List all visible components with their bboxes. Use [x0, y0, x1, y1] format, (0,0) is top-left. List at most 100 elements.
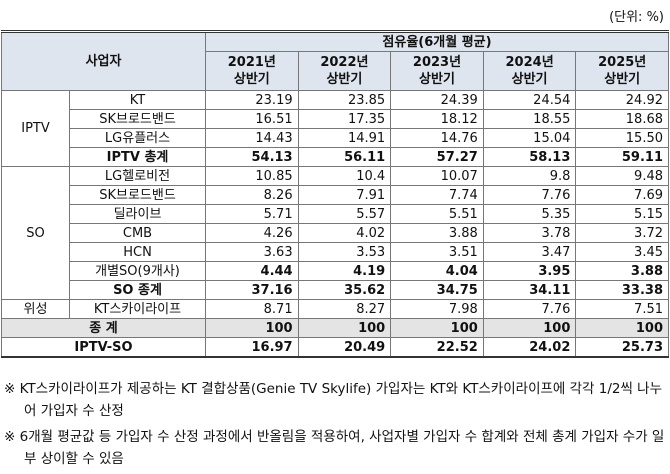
cell-value: 5.35 — [482, 204, 577, 224]
cell-value: 3.72 — [575, 223, 669, 243]
row-label: 딜라이브 — [68, 204, 207, 224]
table-row: LG유플러스 14.43 14.91 14.76 15.04 15.50 — [2, 128, 669, 148]
row-label: SK브로드밴드 — [68, 185, 207, 205]
cell-value: 9.48 — [575, 166, 669, 186]
cell-value: 37.16 — [205, 280, 299, 300]
cell-value: 5.15 — [575, 204, 669, 224]
cell-value: 7.74 — [390, 185, 484, 205]
cell-value: 8.71 — [205, 299, 299, 319]
cell-value: 33.38 — [575, 280, 669, 300]
total-row: IPTV-SO 16.97 20.49 22.52 24.02 25.73 — [0, 337, 669, 358]
cell-value: 7.76 — [482, 185, 577, 205]
cell-value: 20.49 — [297, 337, 392, 358]
cell-value: 14.91 — [297, 128, 392, 148]
row-label: SO 종계 — [68, 280, 207, 300]
row-label: HCN — [68, 242, 207, 262]
row-label: 개별SO(9개사) — [68, 261, 207, 281]
cell-value: 58.13 — [482, 147, 577, 167]
cell-value: 24.39 — [390, 90, 484, 110]
cell-value: 22.52 — [390, 337, 484, 358]
total-row: 종 계 100 100 100 100 100 — [0, 318, 669, 338]
cell-value: 3.51 — [390, 242, 484, 262]
cell-value: 3.78 — [482, 223, 577, 243]
cell-value: 4.44 — [205, 261, 299, 281]
cell-value: 7.69 — [575, 185, 669, 205]
group-label: IPTV — [1, 90, 70, 167]
table-row: SK브로드밴드 8.26 7.91 7.74 7.76 7.69 — [2, 185, 669, 205]
cell-value: 5.71 — [205, 204, 299, 224]
cell-value: 15.50 — [575, 128, 669, 148]
cell-value: 15.04 — [482, 128, 577, 148]
cell-value: 3.95 — [482, 261, 577, 281]
year-header-line: 상반기 — [604, 72, 641, 87]
row-label: CMB — [68, 223, 207, 243]
group-label: 위성 — [1, 299, 70, 319]
cell-value: 10.4 — [297, 166, 392, 186]
cell-value: 23.19 — [205, 90, 299, 110]
cell-value: 8.27 — [297, 299, 392, 319]
row-label: 종 계 — [0, 318, 207, 338]
table-row: IPTV KT 23.19 23.85 24.39 24.54 24.92 — [1, 90, 669, 167]
year-header-line: 2021년 — [227, 55, 276, 70]
cell-value: 9.8 — [482, 166, 577, 186]
year-header-line: 2022년 — [320, 55, 369, 70]
cell-value: 14.76 — [390, 128, 484, 148]
cell-value: 100 — [575, 318, 669, 338]
cell-value: 3.45 — [575, 242, 669, 262]
table-row: 딜라이브 5.71 5.57 5.51 5.35 5.15 — [2, 204, 669, 224]
year-header-line: 상반기 — [511, 72, 548, 87]
year-header-line: 상반기 — [233, 72, 270, 87]
cell-value: 3.47 — [482, 242, 577, 262]
year-header-line: 2025년 — [598, 55, 647, 70]
cell-value: 100 — [482, 318, 577, 338]
cell-value: 24.92 — [575, 90, 669, 110]
table-row: SO LG헬로비전 10.85 10.4 10.07 9.8 9.48 — [1, 166, 669, 300]
year-header: 2023년 상반기 — [390, 51, 484, 91]
cell-value: 59.11 — [575, 147, 669, 167]
cell-value: 17.35 — [297, 109, 392, 129]
cell-value: 56.11 — [297, 147, 392, 167]
cell-value: 34.11 — [482, 280, 577, 300]
table-row: IPTV 총계 54.13 56.11 57.27 58.13 59.11 — [2, 147, 669, 167]
operator-header: 사업자 — [0, 30, 207, 91]
share-header: 점유율(6개월 평균) — [205, 30, 669, 52]
row-label: IPTV-SO — [0, 337, 207, 358]
table-row: 개별SO(9개사) 4.44 4.19 4.04 3.95 3.88 — [2, 261, 669, 281]
cell-value: 3.63 — [205, 242, 299, 262]
cell-value: 100 — [390, 318, 484, 338]
year-header-line: 2023년 — [412, 55, 462, 70]
cell-value: 3.88 — [390, 223, 484, 243]
row-label: LG유플러스 — [68, 128, 207, 148]
cell-value: 4.02 — [297, 223, 392, 243]
table-row: 위성 KT스카이라이프 8.71 8.27 7.98 7.76 7.51 — [1, 299, 669, 319]
cell-value: 57.27 — [390, 147, 484, 167]
cell-value: 23.85 — [297, 90, 392, 110]
cell-value: 34.75 — [390, 280, 484, 300]
cell-value: 7.76 — [482, 299, 577, 319]
cell-value: 10.85 — [205, 166, 299, 186]
row-label: KT — [68, 90, 207, 110]
year-header-line: 상반기 — [326, 72, 363, 87]
row-label: IPTV 총계 — [68, 147, 207, 167]
cell-value: 7.51 — [575, 299, 669, 319]
cell-value: 5.51 — [390, 204, 484, 224]
unit-label: (단위: %) — [609, 10, 664, 25]
table-row: SK브로드밴드 16.51 17.35 18.12 18.55 18.68 — [2, 109, 669, 129]
cell-value: 35.62 — [297, 280, 392, 300]
cell-value: 4.19 — [297, 261, 392, 281]
cell-value: 100 — [205, 318, 299, 338]
row-label: KT스카이라이프 — [68, 299, 207, 319]
cell-value: 16.51 — [205, 109, 299, 129]
note: ※ KT스카이라이프가 제공하는 KT 결합상품(Genie TV Skylif… — [4, 381, 663, 419]
cell-value: 14.43 — [205, 128, 299, 148]
year-header-line: 2024년 — [505, 55, 554, 70]
cell-value: 18.12 — [390, 109, 484, 129]
notes: ※ KT스카이라이프가 제공하는 KT 결합상품(Genie TV Skylif… — [4, 378, 666, 474]
row-label: SK브로드밴드 — [68, 109, 207, 129]
cell-value: 100 — [297, 318, 392, 338]
table-row: SO 종계 37.16 35.62 34.75 34.11 33.38 — [2, 280, 669, 300]
